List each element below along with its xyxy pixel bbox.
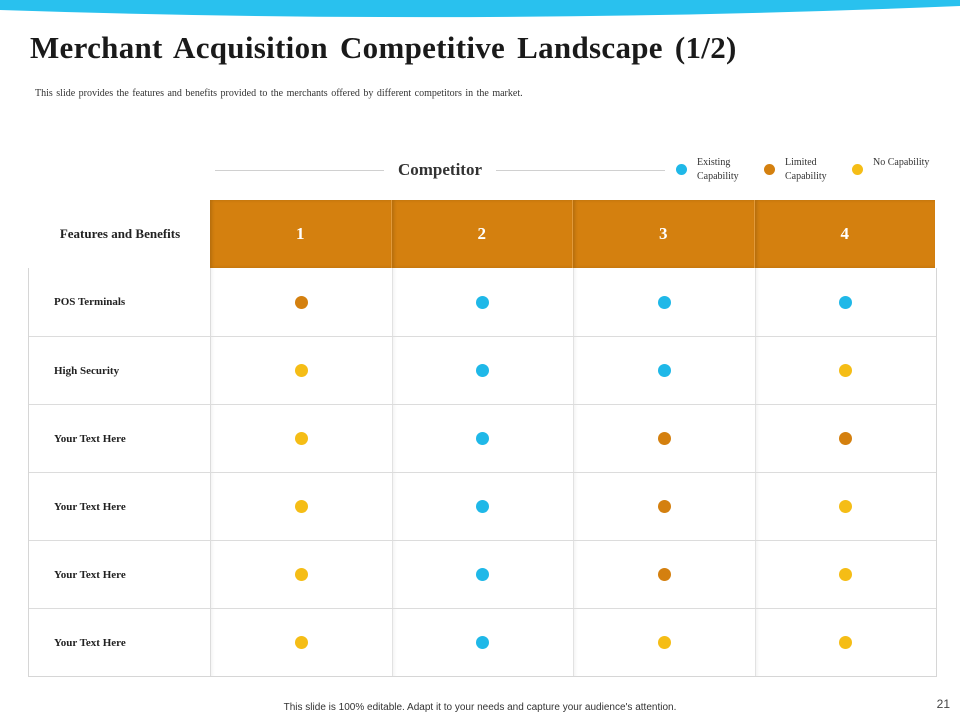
capability-cell xyxy=(755,268,936,336)
capability-dot-icon xyxy=(657,364,671,377)
capability-cell xyxy=(211,609,393,676)
capability-dot-icon xyxy=(294,295,308,309)
capability-cell xyxy=(211,541,393,608)
capability-cell xyxy=(392,473,574,540)
competitor-header-cell: 2 xyxy=(392,200,573,268)
capability-cell xyxy=(211,268,393,336)
capability-dot-icon xyxy=(657,636,671,649)
legend: Existing Capability Limited Capability N… xyxy=(676,156,940,184)
legend-item-limited: Limited Capability xyxy=(764,156,852,184)
table-row: Your Text Here xyxy=(29,608,936,676)
competitor-header-cell: 1 xyxy=(210,200,392,268)
competitor-header-row: 1 2 3 4 xyxy=(210,200,935,268)
divider-line-left xyxy=(215,169,384,171)
capability-cell xyxy=(392,609,574,676)
capability-dot-icon xyxy=(476,500,490,513)
page-number: 21 xyxy=(936,697,950,711)
capability-dot-icon xyxy=(839,500,853,513)
feature-label: POS Terminals xyxy=(29,268,211,336)
competitor-label: Competitor xyxy=(397,160,483,179)
capability-dot-icon xyxy=(839,568,853,581)
capability-dot-icon xyxy=(839,295,853,309)
feature-label: Your Text Here xyxy=(29,609,211,676)
capability-dot-icon xyxy=(476,568,490,581)
capability-cell xyxy=(211,405,393,472)
capability-cell xyxy=(755,337,936,404)
capability-dot-icon xyxy=(294,500,308,513)
competitor-header-cell: 3 xyxy=(573,200,755,268)
table-row: Your Text Here xyxy=(29,540,936,608)
capability-cell xyxy=(755,405,936,472)
capability-cell xyxy=(755,609,936,676)
capability-cell xyxy=(755,541,936,608)
capability-dot-icon xyxy=(657,295,671,309)
none-dot-icon xyxy=(852,164,863,175)
table-row: Your Text Here xyxy=(29,404,936,472)
capability-dot-icon xyxy=(476,636,490,649)
competitor-header: Competitor xyxy=(215,156,665,184)
top-wave-decoration xyxy=(0,0,960,18)
capability-dot-icon xyxy=(294,568,308,581)
capability-cell xyxy=(211,337,393,404)
slide-title: Merchant Acquisition Competitive Landsca… xyxy=(30,30,737,65)
capability-dot-icon xyxy=(657,568,671,581)
footer-note: This slide is 100% editable. Adapt it to… xyxy=(283,702,677,713)
capability-cell xyxy=(574,541,756,608)
capability-cell xyxy=(392,541,574,608)
capability-cell xyxy=(755,473,936,540)
capability-dot-icon xyxy=(839,432,853,445)
table-row: Your Text Here xyxy=(29,472,936,540)
features-column-header: Features and Benefits xyxy=(59,226,181,241)
capability-cell xyxy=(392,268,574,336)
existing-dot-icon xyxy=(676,164,687,175)
capability-dot-icon xyxy=(476,364,490,377)
capability-cell xyxy=(574,337,756,404)
capability-cell xyxy=(211,473,393,540)
limited-dot-icon xyxy=(764,164,775,175)
legend-item-existing: Existing Capability xyxy=(676,156,764,184)
capability-dot-icon xyxy=(294,432,308,445)
feature-label: Your Text Here xyxy=(29,473,211,540)
feature-label: Your Text Here xyxy=(29,541,211,608)
capability-dot-icon xyxy=(657,500,671,513)
capability-dot-icon xyxy=(294,364,308,377)
legend-item-none: No Capability xyxy=(852,156,940,184)
capability-dot-icon xyxy=(839,364,853,377)
table-row: POS Terminals xyxy=(29,268,936,336)
competitor-header-cell: 4 xyxy=(755,200,936,268)
capability-dot-icon xyxy=(294,636,308,649)
divider-line-right xyxy=(496,169,665,171)
legend-label: Existing Capability xyxy=(697,157,739,182)
capability-cell xyxy=(392,337,574,404)
slide-subtitle: This slide provides the features and ben… xyxy=(35,88,523,99)
legend-label: Limited Capability xyxy=(785,157,827,182)
capability-cell xyxy=(574,405,756,472)
capability-dot-icon xyxy=(476,432,490,445)
legend-label: No Capability xyxy=(873,157,930,168)
feature-label: Your Text Here xyxy=(29,405,211,472)
capability-dot-icon xyxy=(476,295,490,309)
capability-dot-icon xyxy=(839,636,853,649)
table-row: High Security xyxy=(29,336,936,404)
feature-label: High Security xyxy=(29,337,211,404)
capability-cell xyxy=(574,473,756,540)
capability-cell xyxy=(574,268,756,336)
capability-dot-icon xyxy=(657,432,671,445)
capability-cell xyxy=(392,405,574,472)
comparison-table: POS Terminals High Security Your Text He… xyxy=(28,268,937,677)
capability-cell xyxy=(574,609,756,676)
